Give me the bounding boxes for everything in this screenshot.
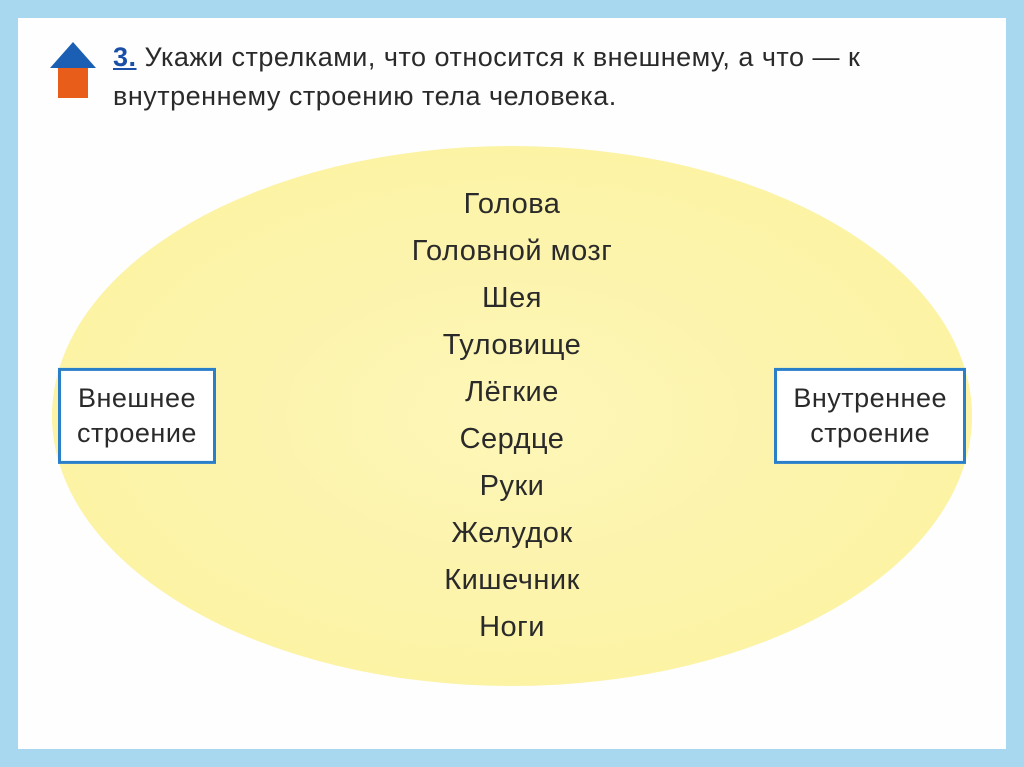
question-text: 3. Укажи стрелками, что относится к внеш… bbox=[113, 38, 976, 116]
list-item: Туловище bbox=[443, 329, 582, 362]
list-item: Желудок bbox=[451, 517, 572, 550]
list-item: Лёгкие bbox=[465, 376, 559, 409]
list-item: Шея bbox=[482, 282, 542, 315]
right-category-box: Внутреннеестроение bbox=[774, 368, 966, 464]
list-item: Ноги bbox=[479, 611, 545, 644]
house-icon bbox=[48, 42, 98, 105]
diagram-area: Внешнеестроение Голова Головной мозг Шея… bbox=[48, 146, 976, 686]
question-number: 3. bbox=[113, 42, 137, 72]
list-item: Головной мозг bbox=[412, 235, 613, 268]
question-body: Укажи стрелками, что относится к внешнем… bbox=[113, 42, 860, 111]
right-category-label: Внутреннеестроение bbox=[793, 383, 947, 448]
list-item: Кишечник bbox=[444, 564, 580, 597]
question-header: 3. Укажи стрелками, что относится к внеш… bbox=[48, 38, 976, 116]
page: 3. Укажи стрелками, что относится к внеш… bbox=[18, 18, 1006, 749]
left-category-label: Внешнеестроение bbox=[77, 383, 197, 448]
list-item: Сердце bbox=[460, 423, 565, 456]
list-item: Руки bbox=[480, 470, 545, 503]
list-item: Голова bbox=[464, 188, 561, 221]
left-category-box: Внешнеестроение bbox=[58, 368, 216, 464]
word-list: Голова Головной мозг Шея Туловище Лёгкие… bbox=[412, 188, 613, 644]
